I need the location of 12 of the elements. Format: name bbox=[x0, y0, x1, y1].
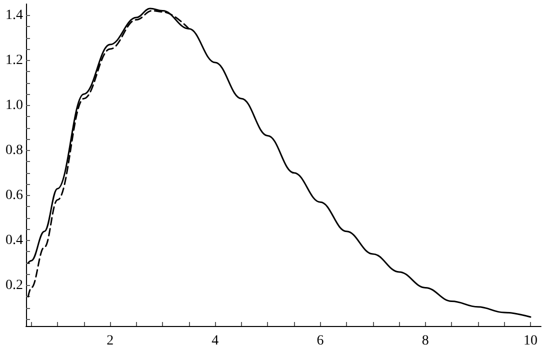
y-tick-label: 1.4 bbox=[6, 8, 23, 23]
y-tick-label: 1.0 bbox=[6, 98, 23, 113]
x-tick-label: 2 bbox=[106, 334, 114, 348]
x-tick-label: 6 bbox=[316, 334, 324, 348]
y-tick-label: 0.2 bbox=[6, 278, 23, 293]
x-tick-label: 8 bbox=[422, 334, 429, 348]
x-tick-label: 4 bbox=[212, 334, 219, 348]
y-tick-label: 0.6 bbox=[6, 188, 23, 203]
x-tick-label: 10 bbox=[523, 334, 538, 348]
y-tick-label: 1.2 bbox=[6, 52, 23, 68]
y-tick-label: 0.8 bbox=[6, 142, 23, 158]
y-tick-label: 0.4 bbox=[6, 232, 23, 248]
